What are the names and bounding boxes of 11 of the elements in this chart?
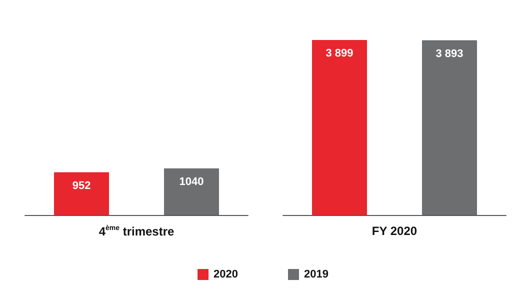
bar xyxy=(54,172,109,215)
data-label: 1040 xyxy=(179,176,204,188)
data-label: 3 899 xyxy=(326,48,354,60)
x-tick-label: FY 2020 xyxy=(372,224,418,238)
bar xyxy=(312,40,367,215)
data-label: 3 893 xyxy=(436,48,464,60)
bar xyxy=(422,40,477,215)
legend-label: 2019 xyxy=(304,268,328,280)
legend-label: 2020 xyxy=(214,268,238,280)
data-label: 952 xyxy=(72,180,91,192)
bar xyxy=(164,168,219,215)
